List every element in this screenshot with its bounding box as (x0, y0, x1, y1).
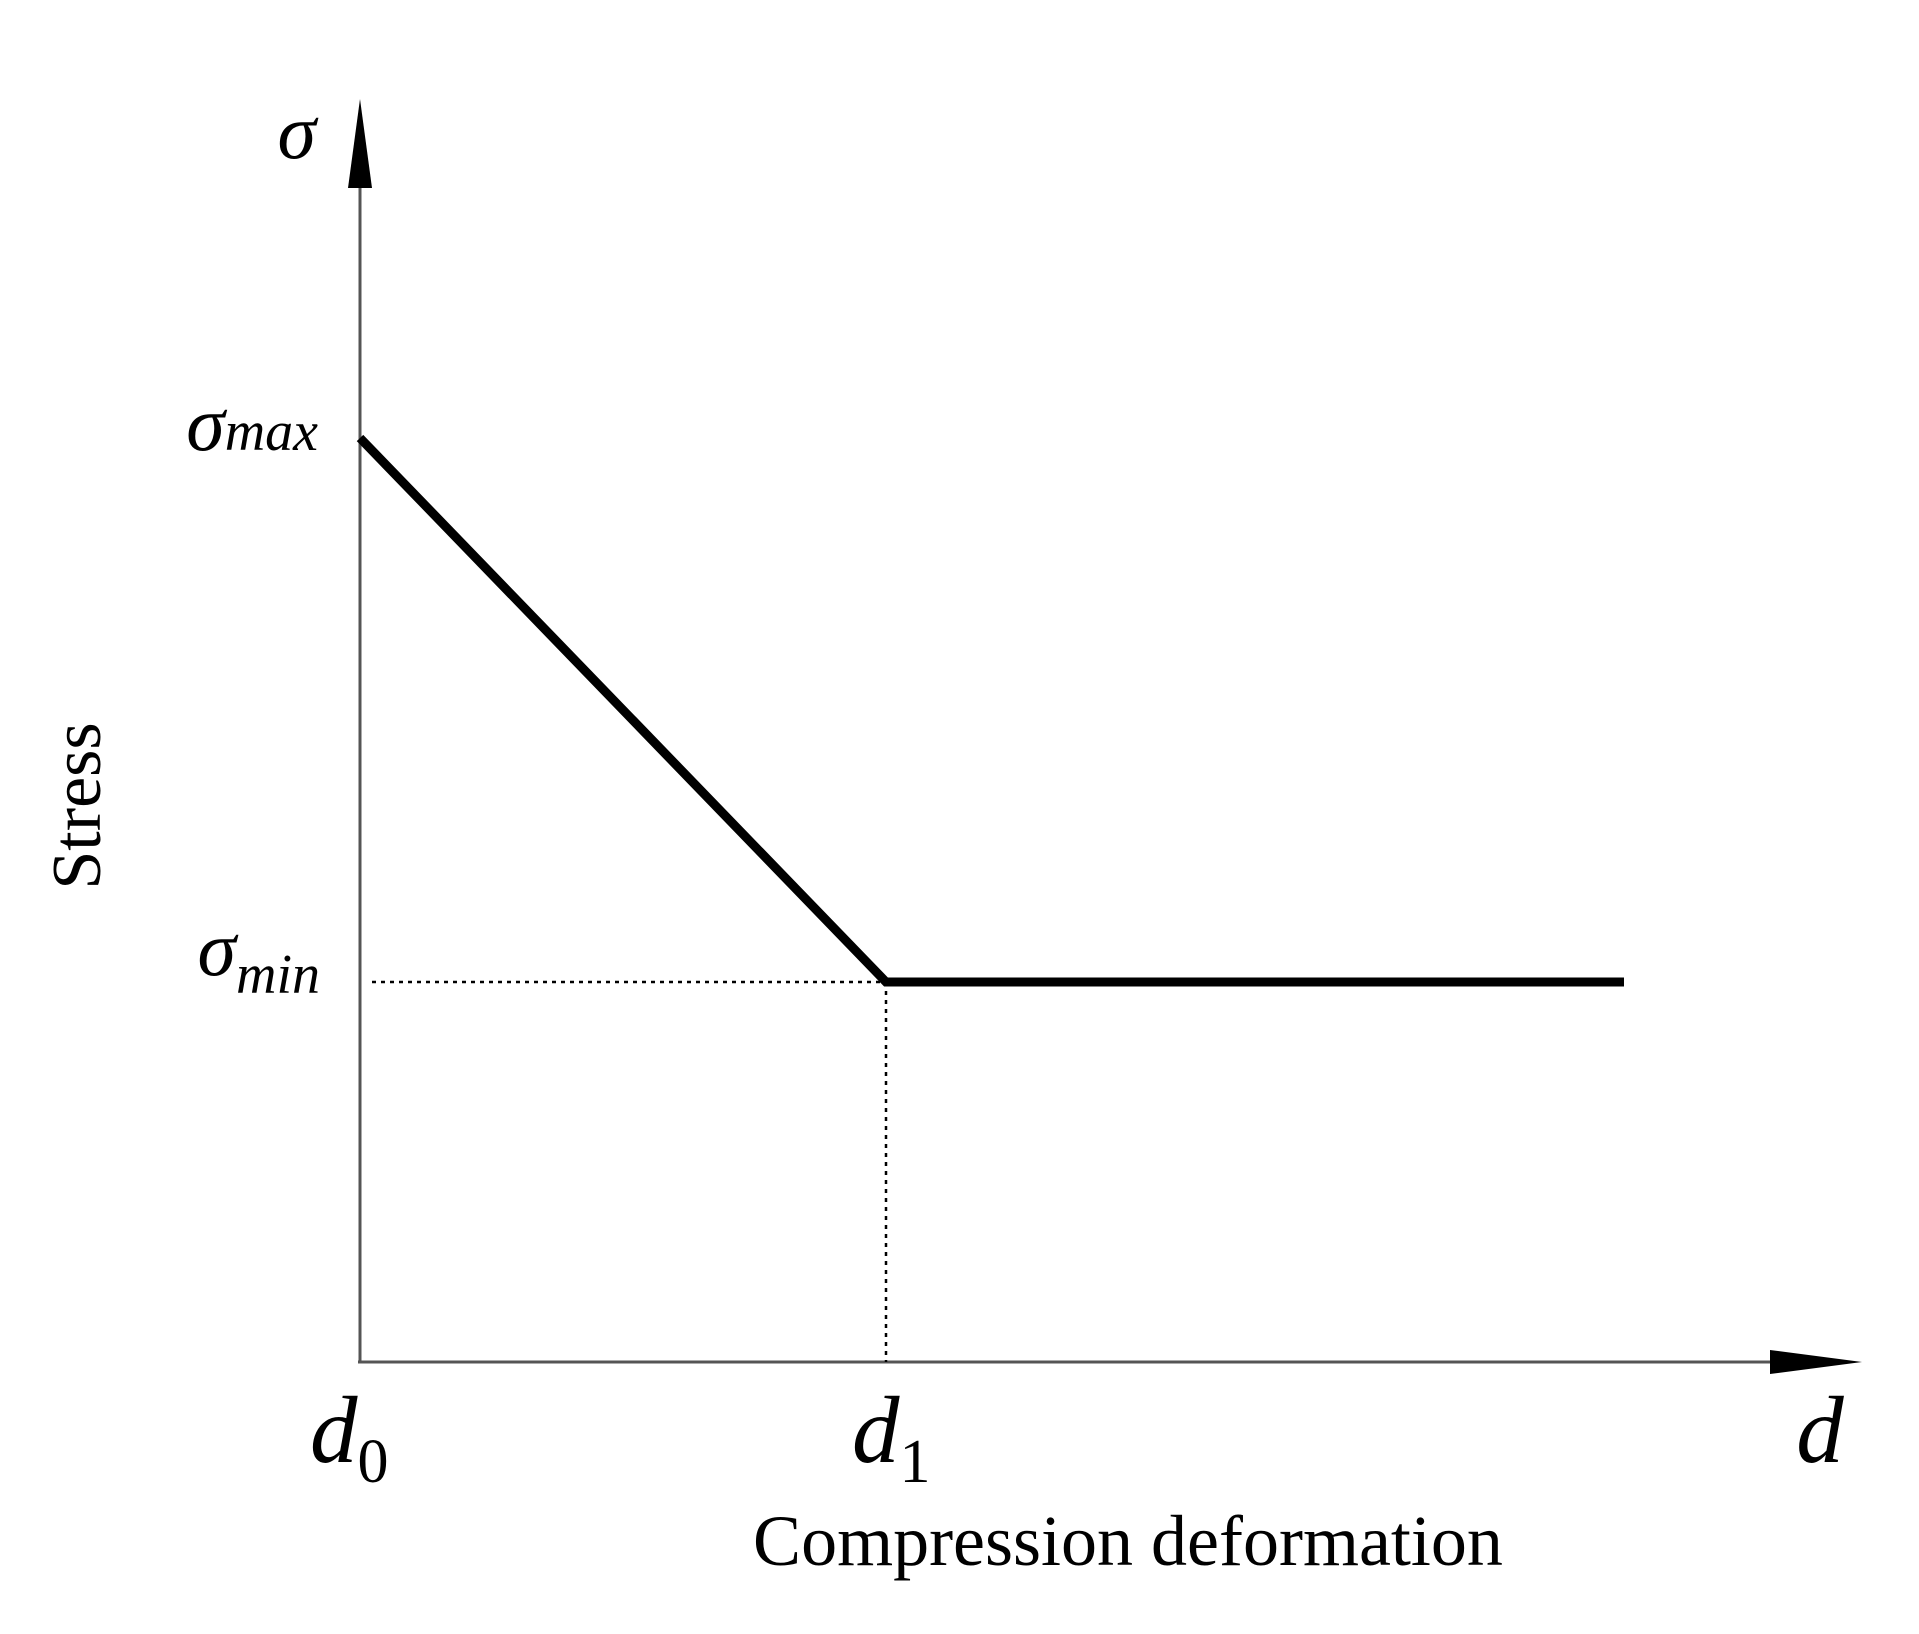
y-axis-label: Stress (39, 722, 116, 889)
subscript: 0 (358, 1428, 389, 1496)
y-tick-label: σmax (186, 380, 318, 467)
x-tick-label: d0 (310, 1377, 389, 1496)
x-axis-label: Compression deformation (753, 1501, 1503, 1581)
x-axis-arrow (1770, 1350, 1862, 1374)
symbol: σ (198, 905, 239, 992)
subscript: max (225, 401, 318, 463)
y-axis-arrow (348, 99, 372, 188)
symbol: σ (186, 380, 227, 467)
symbol: d (310, 1377, 358, 1483)
y-tick-label: σmin (198, 905, 320, 1006)
y-symbol: σ (278, 88, 319, 175)
stress-curve (356, 434, 1624, 987)
subscript: min (236, 944, 320, 1006)
x-tick-label: d1 (852, 1377, 931, 1496)
symbol: d (852, 1377, 900, 1483)
subscript: 1 (900, 1428, 931, 1496)
x-symbol: d (1796, 1377, 1844, 1483)
